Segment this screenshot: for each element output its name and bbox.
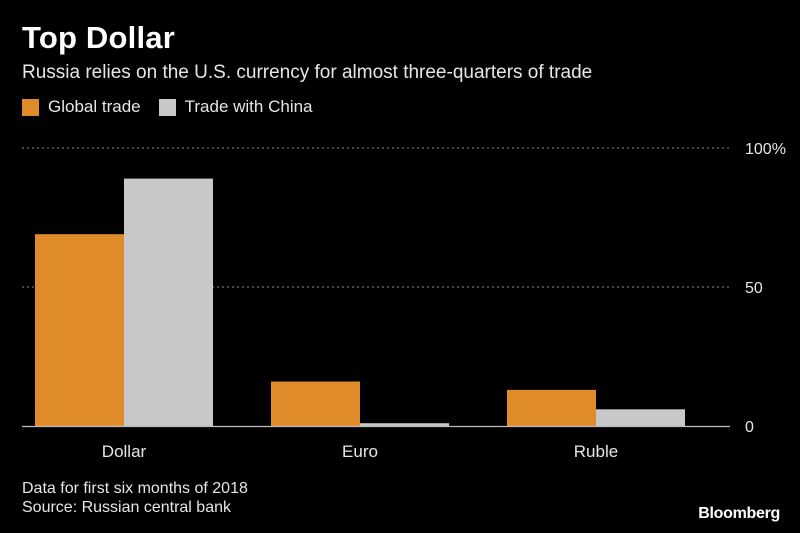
data-note: Data for first six months of 2018: [22, 480, 248, 497]
bar-euro-global-trade: [271, 381, 360, 426]
x-tick-label: Dollar: [102, 442, 147, 461]
x-tick-label: Ruble: [574, 442, 618, 461]
bar-ruble-global-trade: [507, 389, 596, 426]
x-tick-label: Euro: [342, 442, 378, 461]
source-note: Source: Russian central bank: [22, 499, 231, 516]
y-tick-label: 50: [745, 280, 763, 297]
chart-title: Top Dollar: [22, 20, 175, 55]
legend-swatch-trade-with-china: [158, 98, 176, 116]
bar-ruble-trade-with-china: [596, 409, 685, 426]
legend-label-trade-with-china: Trade with China: [184, 97, 313, 116]
y-tick-label: 100%: [745, 141, 786, 158]
y-tick-label: 0: [745, 419, 754, 436]
legend-item-global-trade: Global trade: [22, 97, 141, 117]
legend-label-global-trade: Global trade: [48, 97, 141, 116]
bar-dollar-trade-with-china: [124, 178, 213, 426]
legend-swatch-global-trade: [22, 98, 39, 116]
legend: Global trade Trade with China: [22, 97, 331, 117]
chart-subtitle: Russia relies on the U.S. currency for a…: [22, 62, 593, 83]
legend-item-trade-with-china: Trade with China: [158, 97, 313, 117]
bar-euro-trade-with-china: [360, 423, 449, 426]
bloomberg-logo: Bloomberg: [698, 505, 780, 522]
bar-dollar-global-trade: [35, 234, 124, 426]
